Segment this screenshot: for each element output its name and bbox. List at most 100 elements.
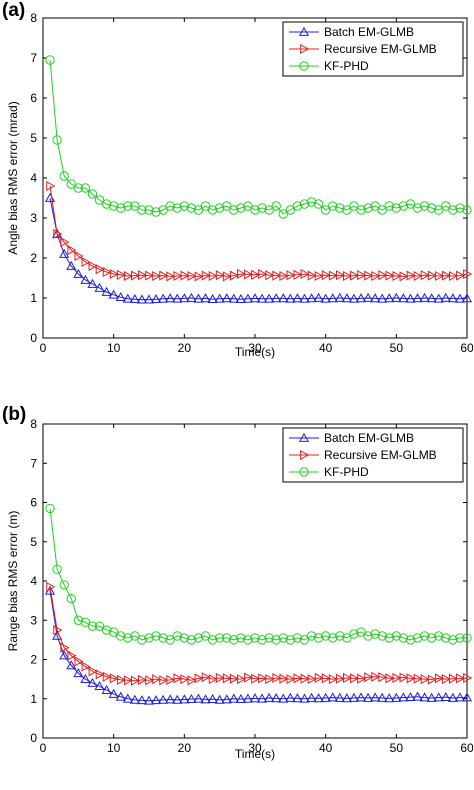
data-point [187, 270, 197, 282]
data-point [264, 293, 275, 303]
data-point [378, 270, 388, 281]
data-point [313, 199, 324, 209]
data-point [285, 692, 296, 702]
data-point [447, 293, 458, 303]
data-point [108, 688, 119, 698]
x-tick-label: 30 [248, 341, 262, 355]
data-point [257, 693, 268, 703]
data-point [173, 673, 183, 684]
data-point [151, 631, 161, 641]
data-point [101, 625, 112, 635]
legend-entry: KF-PHD [324, 465, 369, 479]
data-point [129, 694, 140, 704]
data-point [131, 270, 141, 281]
y-tick-label: 4 [30, 574, 37, 588]
data-point [123, 270, 134, 282]
data-point [364, 270, 374, 281]
data-point [357, 673, 367, 684]
data-point [441, 674, 452, 685]
data-point [137, 205, 147, 215]
data-point [158, 633, 168, 643]
data-point [251, 673, 261, 684]
data-point [250, 205, 260, 215]
data-point [356, 627, 366, 637]
data-point [130, 201, 140, 211]
data-point [80, 673, 91, 683]
data-point [300, 673, 310, 684]
data-point [116, 203, 126, 213]
y-tick-label: 2 [30, 251, 37, 265]
data-point [53, 625, 63, 636]
data-point [221, 293, 232, 303]
y-tick-label: 8 [30, 11, 37, 25]
data-point [152, 270, 162, 282]
data-point [66, 593, 76, 604]
data-point [81, 661, 91, 672]
data-point [180, 270, 190, 281]
data-point [420, 270, 430, 281]
data-point [419, 631, 430, 641]
series-recursive-em-glmb [46, 581, 473, 686]
x-tick-label: 10 [107, 741, 121, 755]
legend-marker [298, 432, 310, 442]
data-point [242, 693, 253, 703]
data-point [334, 692, 345, 702]
data-point [363, 203, 373, 213]
data-point [419, 201, 430, 211]
data-point [348, 293, 359, 303]
data-point [391, 631, 402, 641]
data-point [186, 203, 197, 213]
data-point [80, 183, 91, 193]
data-point [363, 292, 374, 302]
data-point [293, 673, 303, 684]
data-point [67, 244, 77, 256]
data-point [278, 633, 288, 643]
data-point [364, 672, 374, 683]
data-point [370, 692, 381, 702]
data-point [257, 293, 268, 303]
data-point [405, 691, 416, 702]
data-point [108, 627, 119, 637]
data-point [101, 286, 112, 296]
data-point [292, 633, 303, 643]
data-point [363, 692, 374, 702]
data-point [348, 692, 359, 702]
data-point [52, 135, 62, 145]
data-point [272, 672, 282, 683]
data-point [306, 197, 317, 207]
data-point [102, 266, 112, 278]
data-point [243, 635, 253, 645]
y-axis-label: Range bias RMS error (m) [6, 511, 20, 652]
data-point [151, 293, 162, 304]
data-point [456, 270, 466, 281]
data-point [237, 268, 247, 280]
y-tick-label: 0 [30, 331, 37, 345]
data-point [214, 633, 225, 643]
data-point [116, 269, 126, 280]
data-point [73, 615, 84, 625]
data-point [166, 674, 176, 685]
data-point [427, 270, 437, 281]
x-tick-label: 40 [319, 741, 333, 755]
data-point [448, 205, 458, 215]
data-point [242, 293, 253, 303]
data-point [179, 633, 190, 643]
data-point [179, 694, 190, 704]
data-point [208, 270, 218, 282]
data-point [193, 693, 204, 703]
data-point [228, 693, 239, 703]
chart-panel-a: (a) 0 10 20 30 40 50 60 0 1 2 3 4 5 6 7 8 Time(s) Angle bi… [2, 0, 474, 359]
data-point [292, 201, 303, 211]
data-point [335, 673, 346, 684]
data-point [426, 633, 437, 643]
data-point [448, 635, 458, 645]
data-point [271, 293, 282, 303]
data-point [264, 692, 275, 702]
y-tick-label: 0 [30, 731, 37, 745]
data-point [306, 293, 317, 303]
data-point [391, 292, 402, 302]
data-point [165, 293, 176, 303]
data-point [335, 631, 345, 641]
data-point [87, 677, 98, 687]
data-point [377, 692, 388, 702]
